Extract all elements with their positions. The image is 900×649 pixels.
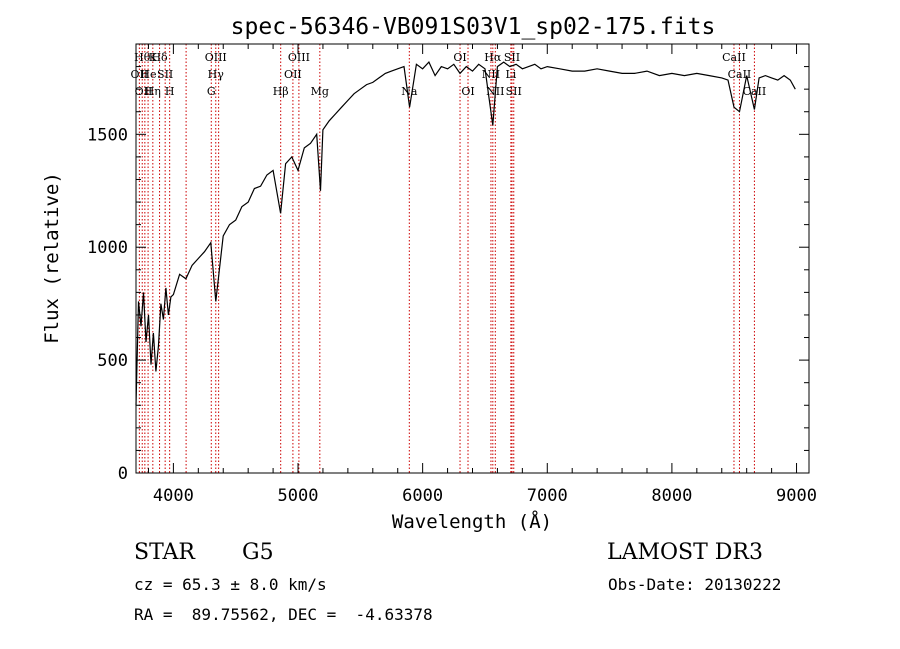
spectral-line-label: Hθ: [134, 51, 151, 64]
survey-name: LAMOST DR3: [607, 540, 763, 565]
x-tick-label: 6000: [402, 486, 443, 506]
object-class: STAR: [134, 540, 195, 565]
spectral-line-label: Hδ: [151, 51, 168, 64]
x-tick-label: 9000: [776, 486, 817, 506]
y-tick-label: 1000: [87, 238, 128, 258]
spectral-line-label: K: [149, 51, 158, 64]
spectral-line-label: OI: [453, 51, 466, 64]
y-axis: 0 500 1000 1500: [87, 66, 809, 484]
y-tick-label: 1500: [87, 125, 128, 145]
y-tick-label: 0: [118, 464, 128, 484]
spectral-line-label: CaII: [743, 85, 767, 98]
object-subclass: G5: [242, 540, 274, 565]
spectral-line-label: Na: [401, 85, 418, 98]
spectral-line-label: SII: [504, 51, 520, 64]
spectral-line-label: OII: [284, 68, 302, 81]
spectral-line-label: G: [207, 85, 216, 98]
coordinates: RA = 89.75562, DEC = -4.63378: [134, 605, 433, 624]
spectral-line-label: Mg: [311, 85, 329, 98]
y-tick-label: 500: [97, 351, 128, 371]
redshift-text: cz = 65.3 ± 8.0 km/s: [134, 575, 327, 594]
y-axis-label: Flux (relative): [41, 172, 63, 344]
x-axis-label: Wavelength (Å): [392, 510, 552, 533]
spectral-line-label: NII: [486, 85, 504, 98]
x-axis: 4000 5000 6000 7000 8000 9000: [147, 44, 817, 506]
spectral-line-label: OIII: [288, 51, 310, 64]
spectral-line-label: H: [165, 85, 175, 98]
spectral-line-label: CaII: [728, 68, 752, 81]
spectral-line-label: OII: [131, 68, 149, 81]
x-tick-label: 5000: [278, 486, 319, 506]
spectral-line-label: OIII: [205, 51, 227, 64]
spectral-line-markers: [138, 44, 755, 473]
spectral-line-label: Hβ: [273, 85, 289, 98]
x-tick-label: 4000: [153, 486, 194, 506]
spectral-line-label: SII: [157, 68, 173, 81]
spectral-line-label: OII: [135, 85, 153, 98]
obs-date: Obs-Date: 20130222: [608, 575, 782, 594]
spectral-line-label: NII: [482, 68, 500, 81]
x-tick-label: 7000: [527, 486, 568, 506]
spectral-line-label: Hγ: [208, 68, 225, 81]
chart-title: spec-56346-VB091S03V1_sp02-175.fits: [231, 14, 716, 40]
spectral-line-label: Li: [505, 68, 516, 81]
spectral-line-label: SII: [506, 85, 522, 98]
spectral-line-label: He: [140, 68, 156, 81]
spectral-line-label: OI: [461, 85, 474, 98]
spectral-line-label: Hη: [145, 85, 161, 98]
x-tick-label: 8000: [651, 486, 692, 506]
spectral-line-label: CaII: [722, 51, 746, 64]
plot-frame: [135, 43, 810, 474]
spectrum-line: [135, 61, 796, 406]
spectral-line-label: Hα: [484, 51, 502, 64]
